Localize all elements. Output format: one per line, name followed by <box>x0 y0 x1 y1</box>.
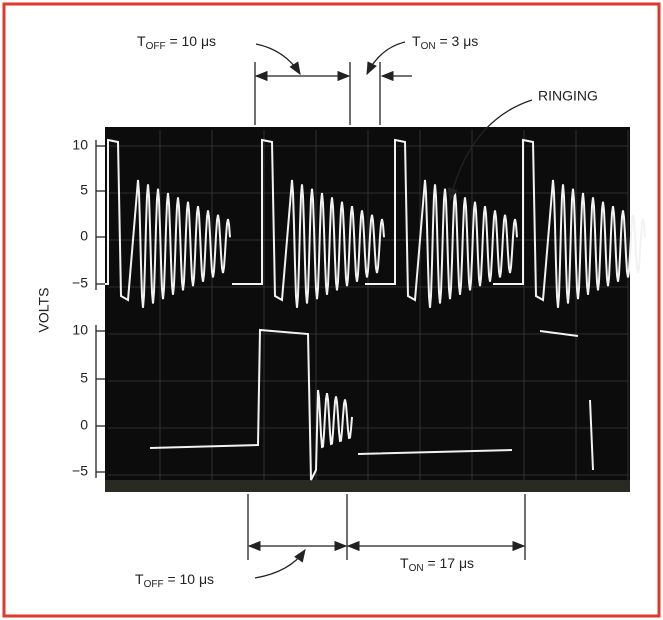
screen-grid <box>108 130 629 480</box>
ringing-label: RINGING <box>538 88 598 104</box>
y-tick-label: 10 <box>72 322 88 338</box>
upper-trace <box>493 138 646 308</box>
oscilloscope-screen <box>105 127 630 492</box>
upper-trace <box>104 138 231 308</box>
y-tick-label: 0 <box>80 417 88 433</box>
y-tick-label: 10 <box>72 137 88 153</box>
bottom-dimensions <box>247 494 526 579</box>
y-tick-label: 5 <box>80 182 88 198</box>
ton-bottom-label: TON = 17 μs <box>400 555 474 574</box>
top-dimensions <box>254 41 533 202</box>
toff-top-label: TOFF = 10 μs <box>137 33 216 52</box>
upper-trace <box>365 138 518 308</box>
lower-trace <box>539 330 594 471</box>
y-tick-label: 0 <box>80 228 88 244</box>
y-tick-label: −5 <box>72 275 88 291</box>
lower-trace <box>149 328 513 481</box>
upper-trace <box>232 138 385 308</box>
tick-labels: 10 5 0 −5 10 5 0 −5 <box>72 137 105 479</box>
y-tick-label: −5 <box>72 463 88 479</box>
y-tick-label: 5 <box>80 370 88 386</box>
toff-bottom-label: TOFF = 10 μs <box>135 571 214 590</box>
screen-bezel <box>105 480 630 492</box>
y-axis-label: VOLTS <box>36 288 52 333</box>
traces <box>104 138 646 481</box>
ton-top-label: TON = 3 μs <box>412 33 478 52</box>
